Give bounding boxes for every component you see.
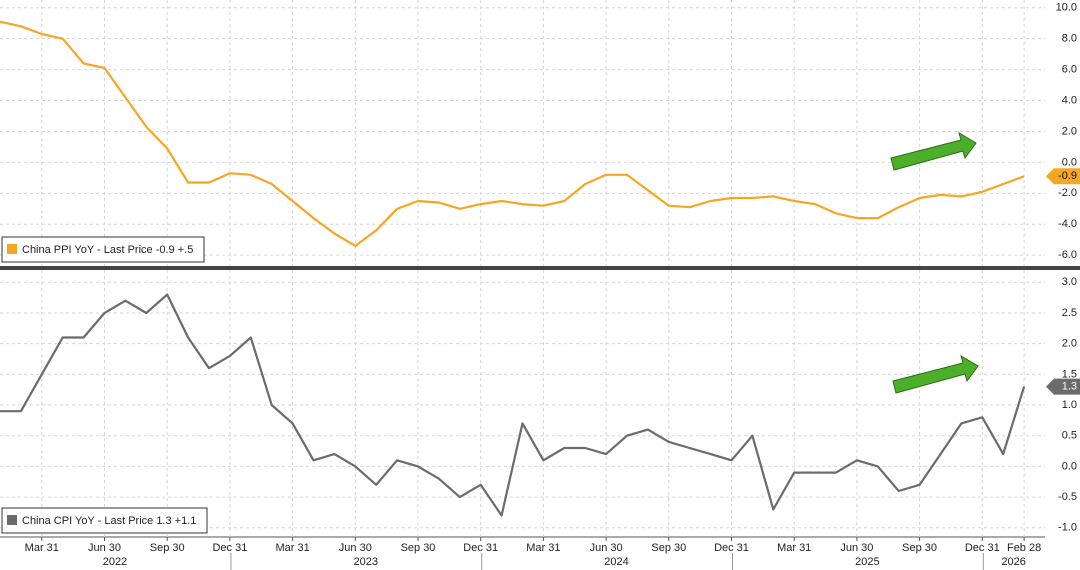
x-year-label: 2023: [354, 556, 378, 568]
x-tick-label: Sep 30: [902, 542, 937, 554]
x-tick-label: Sep 30: [401, 542, 436, 554]
x-tick-label: Dec 31: [714, 542, 749, 554]
y-tick-label: -1.0: [1058, 522, 1077, 534]
x-year-label: 2022: [103, 556, 127, 568]
x-tick-label: Sep 30: [150, 542, 185, 554]
x-tick-label: Mar 31: [275, 542, 309, 554]
y-tick-label: 1.0: [1062, 399, 1077, 411]
y-tick-label: 0.0: [1062, 460, 1077, 472]
legend-swatch: [7, 515, 17, 525]
x-tick-label: Jun 30: [840, 542, 873, 554]
x-tick-label: Sep 30: [651, 542, 686, 554]
x-tick-label: Mar 31: [777, 542, 811, 554]
series-line: [0, 293, 1026, 517]
last-value-tag: [1046, 378, 1080, 395]
x-tick-label: Jun 30: [590, 542, 623, 554]
last-value-label: -0.9: [1058, 170, 1077, 182]
last-value-tag: [1046, 168, 1080, 185]
y-tick-label: 2.0: [1062, 338, 1077, 350]
legend-swatch: [7, 244, 17, 254]
series-line: [0, 20, 1025, 247]
legend-label: China CPI YoY - Last Price 1.3 +1.1: [22, 515, 196, 527]
y-tick-label: 10.0: [1056, 2, 1077, 14]
trend-arrow: [890, 131, 977, 171]
y-tick-label: 0.0: [1062, 156, 1077, 168]
y-tick-label: 3.0: [1062, 276, 1077, 288]
y-tick-label: 6.0: [1062, 63, 1077, 75]
y-tick-label: -4.0: [1058, 218, 1077, 230]
panel-divider: [0, 266, 1080, 270]
x-tick-label: Dec 31: [463, 542, 498, 554]
x-tick-label: Dec 31: [965, 542, 1000, 554]
x-year-label: 2024: [604, 556, 628, 568]
last-value-label: 1.3: [1062, 381, 1077, 393]
x-tick-label: Jun 30: [339, 542, 372, 554]
y-tick-label: 0.5: [1062, 430, 1077, 442]
trend-arrow: [892, 354, 979, 394]
y-tick-label: 4.0: [1062, 94, 1077, 106]
legend-box: [1, 507, 208, 534]
x-tick-label: Mar 31: [25, 542, 59, 554]
x-tick-label: Dec 31: [212, 542, 247, 554]
legend-label: China PPI YoY - Last Price -0.9 +.5: [22, 244, 193, 256]
x-year-label: 2025: [855, 556, 879, 568]
y-tick-label: 1.5: [1062, 368, 1077, 380]
y-tick-label: -6.0: [1058, 249, 1077, 261]
x-tick-label: Feb 28: [1007, 542, 1041, 554]
legend-box: [1, 236, 205, 263]
x-tick-label: Jun 30: [88, 542, 121, 554]
y-tick-label: 2.5: [1062, 307, 1077, 319]
y-tick-label: -2.0: [1058, 187, 1077, 199]
y-tick-label: 8.0: [1062, 33, 1077, 45]
y-tick-label: -0.5: [1058, 491, 1077, 503]
x-tick-label: Mar 31: [526, 542, 560, 554]
x-year-label: 2026: [1001, 556, 1025, 568]
y-tick-label: 2.0: [1062, 125, 1077, 137]
